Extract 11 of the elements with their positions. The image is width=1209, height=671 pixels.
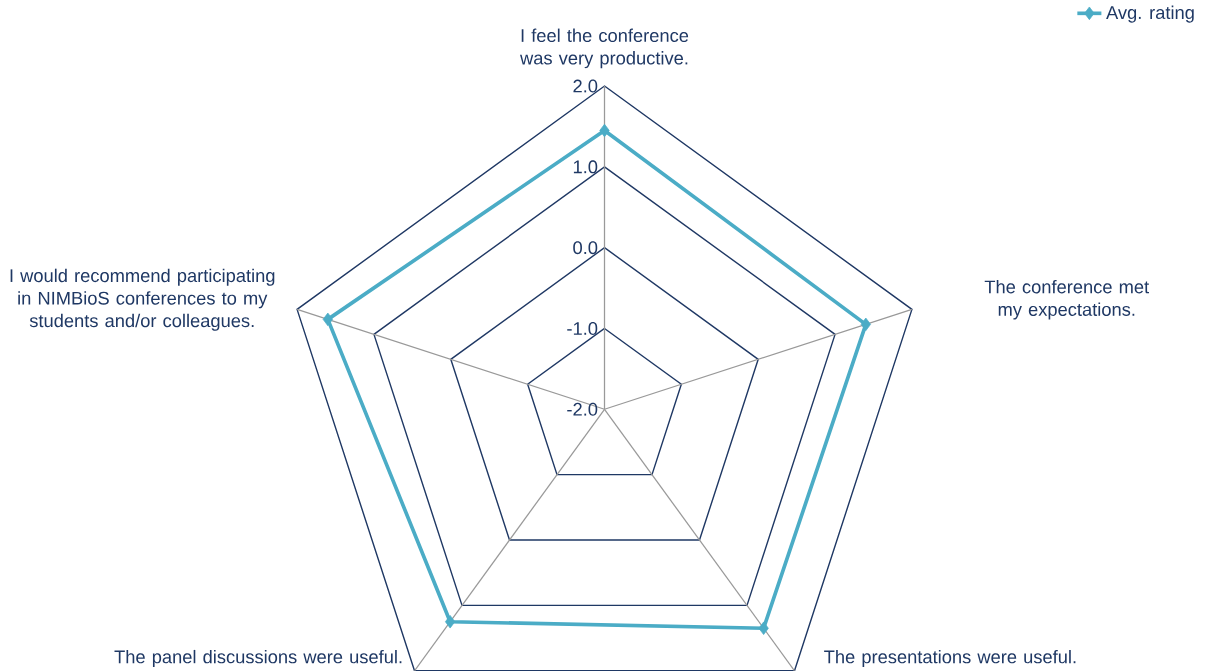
spoke-label: I would recommend participating in NIMBioS conferences to my students and/or colleagues. <box>10 268 275 331</box>
y-tick-label: 2.0 <box>573 79 598 93</box>
y-tick-label: -2.0 <box>567 402 598 416</box>
y-tick-label: 0.0 <box>573 240 598 254</box>
y-tick-label: 1.0 <box>573 160 598 174</box>
spoke-label: The panel discussions were useful. <box>114 649 402 667</box>
spoke-label: The presentations were useful. <box>824 649 1076 667</box>
y-tick-label: -1.0 <box>567 321 598 335</box>
spoke-label: I feel the conference was very productive. <box>520 28 689 68</box>
spoke-label: The conference met my expectations. <box>984 279 1150 320</box>
legend-label: Avg. rating <box>1106 5 1194 23</box>
